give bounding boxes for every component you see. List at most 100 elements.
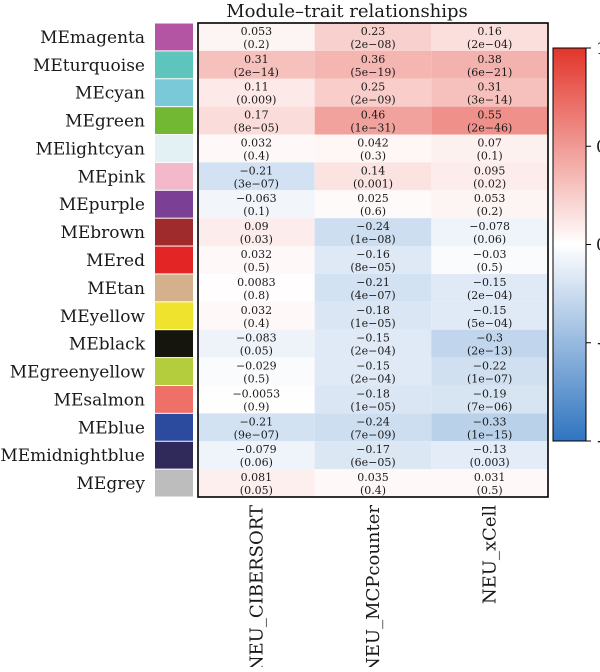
cell-fill: [314, 50, 432, 79]
cell-fill: [198, 329, 315, 358]
legend-tick-label: 1: [596, 39, 600, 59]
module-swatch-meturquoise: [155, 51, 193, 79]
heatmap-cell: 0.053(0.2): [198, 23, 315, 51]
cell-pvalue: (0.009): [236, 94, 276, 107]
cell-pvalue: (1e−08): [350, 233, 395, 246]
cell-correlation: −0.15: [356, 360, 390, 373]
module-swatch-mepink: [155, 162, 193, 190]
heatmap-cell: 0.09(0.03): [198, 218, 315, 246]
cell-fill: [431, 78, 548, 107]
cell-fill: [431, 329, 548, 358]
cell-pvalue: (9e−07): [234, 428, 279, 441]
heatmap-cell: −0.0053(0.9): [198, 385, 315, 413]
legend-tick-label: 0.5: [596, 137, 600, 157]
cell-fill: [314, 441, 432, 470]
cell-correlation: −0.24: [356, 415, 390, 428]
cell-correlation: −0.21: [239, 415, 273, 428]
cell-fill: [314, 329, 432, 358]
cell-pvalue: (0.1): [243, 205, 269, 218]
heatmap-cell: 0.032(0.5): [198, 246, 315, 274]
cell-fill: [431, 162, 548, 191]
heatmap-cell: 0.17(8e−05): [198, 106, 315, 135]
cell-correlation: 0.55: [477, 109, 502, 122]
cell-pvalue: (8e−05): [234, 122, 279, 135]
cell-correlation: 0.11: [244, 81, 269, 94]
cell-pvalue: (6e−21): [467, 66, 512, 79]
legend-ticks: 1 0.5 0 −0.5 −1: [586, 39, 600, 452]
cell-correlation: −0.15: [473, 276, 507, 289]
cell-correlation: −0.13: [473, 443, 507, 456]
cell-fill: [314, 246, 432, 274]
cell-correlation: 0.09: [244, 220, 269, 233]
cell-pvalue: (1e−05): [350, 400, 395, 413]
cell-pvalue: (2e−04): [350, 345, 395, 358]
cell-pvalue: (2e−04): [467, 38, 512, 51]
cell-fill: [314, 78, 432, 107]
row-label-mepink: MEpink: [78, 167, 146, 187]
trait-column-labels: NEU_CIBERSORT NEU_MCPcounter NEU_xCell: [246, 505, 500, 672]
col-label-neu-cibersort: NEU_CIBERSORT: [246, 505, 267, 667]
cell-fill: [314, 273, 432, 302]
cell-correlation: −0.079: [236, 443, 277, 456]
heatmap-cell: 0.16(2e−04): [431, 23, 548, 51]
cell-pvalue: (0.05): [240, 484, 273, 497]
cell-pvalue: (1e−05): [350, 317, 395, 330]
cell-fill: [198, 134, 315, 163]
row-label-meturquoise: MEturquoise: [33, 56, 145, 76]
heatmap-cell: 0.042(0.3): [314, 134, 432, 162]
cell-fill: [314, 23, 432, 51]
heatmap-cell: 0.31(3e−14): [431, 78, 548, 107]
module-color-swatches: [155, 23, 193, 497]
cell-fill: [431, 190, 548, 219]
cell-correlation: −0.083: [236, 332, 277, 345]
cell-correlation: 0.07: [477, 136, 502, 149]
heatmap-cell: −0.029(0.5): [198, 357, 315, 386]
heatmap-cell: −0.3(2e−13): [431, 329, 548, 358]
cell-fill: [314, 190, 432, 219]
row-label-mecyan: MEcyan: [75, 84, 145, 104]
cell-fill: [198, 385, 315, 414]
cell-correlation: 0.31: [477, 81, 502, 94]
heatmap-cell: −0.19(7e−06): [431, 385, 548, 413]
row-label-memagenta: MEmagenta: [40, 28, 145, 48]
cell-pvalue: (3e−14): [467, 94, 512, 107]
cell-correlation: −0.17: [356, 443, 390, 456]
cell-pvalue: (2e−09): [350, 94, 395, 107]
cell-pvalue: (5e−19): [350, 66, 395, 79]
cell-fill: [314, 413, 432, 442]
heatmap-cell: 0.46(1e−31): [314, 106, 432, 135]
cell-pvalue: (2e−14): [234, 66, 279, 79]
cell-pvalue: (0.06): [473, 233, 506, 246]
cell-pvalue: (3e−07): [234, 177, 279, 190]
cell-fill: [431, 50, 548, 79]
cell-correlation: 0.053: [474, 192, 506, 205]
row-label-megrey: MEgrey: [77, 474, 146, 494]
heatmap-cell: 0.0083(0.8): [198, 273, 315, 302]
cell-correlation: 0.46: [361, 109, 386, 122]
module-swatch-metan: [155, 274, 193, 302]
module-swatch-meyellow: [155, 302, 193, 330]
module-swatch-mesalmon: [155, 385, 193, 413]
cell-fill: [198, 78, 315, 107]
cell-fill: [314, 385, 432, 414]
cell-fill: [314, 106, 432, 135]
heatmap-cell: −0.078(0.06): [431, 218, 548, 246]
heatmap-cell: −0.17(6e−05): [314, 441, 432, 470]
heatmap-cell: 0.23(2e−08): [314, 23, 432, 51]
chart-title: Module–trait relationships: [226, 1, 468, 22]
cell-fill: [431, 357, 548, 386]
cell-pvalue: (2e−46): [467, 122, 512, 135]
row-label-melightcyan: MElightcyan: [35, 139, 145, 159]
heatmap-cell: −0.22(1e−07): [431, 357, 548, 386]
cell-correlation: −0.33: [473, 415, 507, 428]
heatmap-cell: 0.035(0.4): [314, 469, 432, 497]
cell-correlation: −0.3: [476, 332, 503, 345]
row-label-mesalmon: MEsalmon: [54, 390, 145, 410]
cell-pvalue: (7e−06): [467, 400, 512, 413]
module-swatch-megrey: [155, 469, 193, 497]
cell-fill: [198, 413, 315, 442]
cell-fill: [198, 357, 315, 386]
cell-pvalue: (0.02): [473, 177, 506, 190]
cell-fill: [431, 413, 548, 442]
